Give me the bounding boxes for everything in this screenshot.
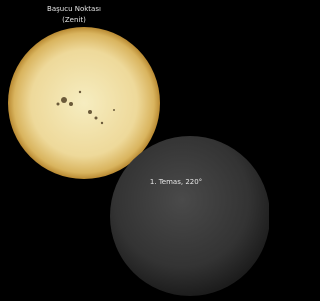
contact-label: 1. Temas, 220°: [150, 178, 202, 186]
moon: [110, 136, 269, 296]
page: {"labels": {"zenith": ["Başucu Noktası",…: [0, 0, 269, 301]
zenith-label: (Zenit): [62, 16, 86, 24]
eclipse-image: Başucu Noktası (Zenit) 1. Temas, 220°: [0, 0, 269, 301]
zenith-label: Başucu Noktası: [47, 5, 101, 13]
